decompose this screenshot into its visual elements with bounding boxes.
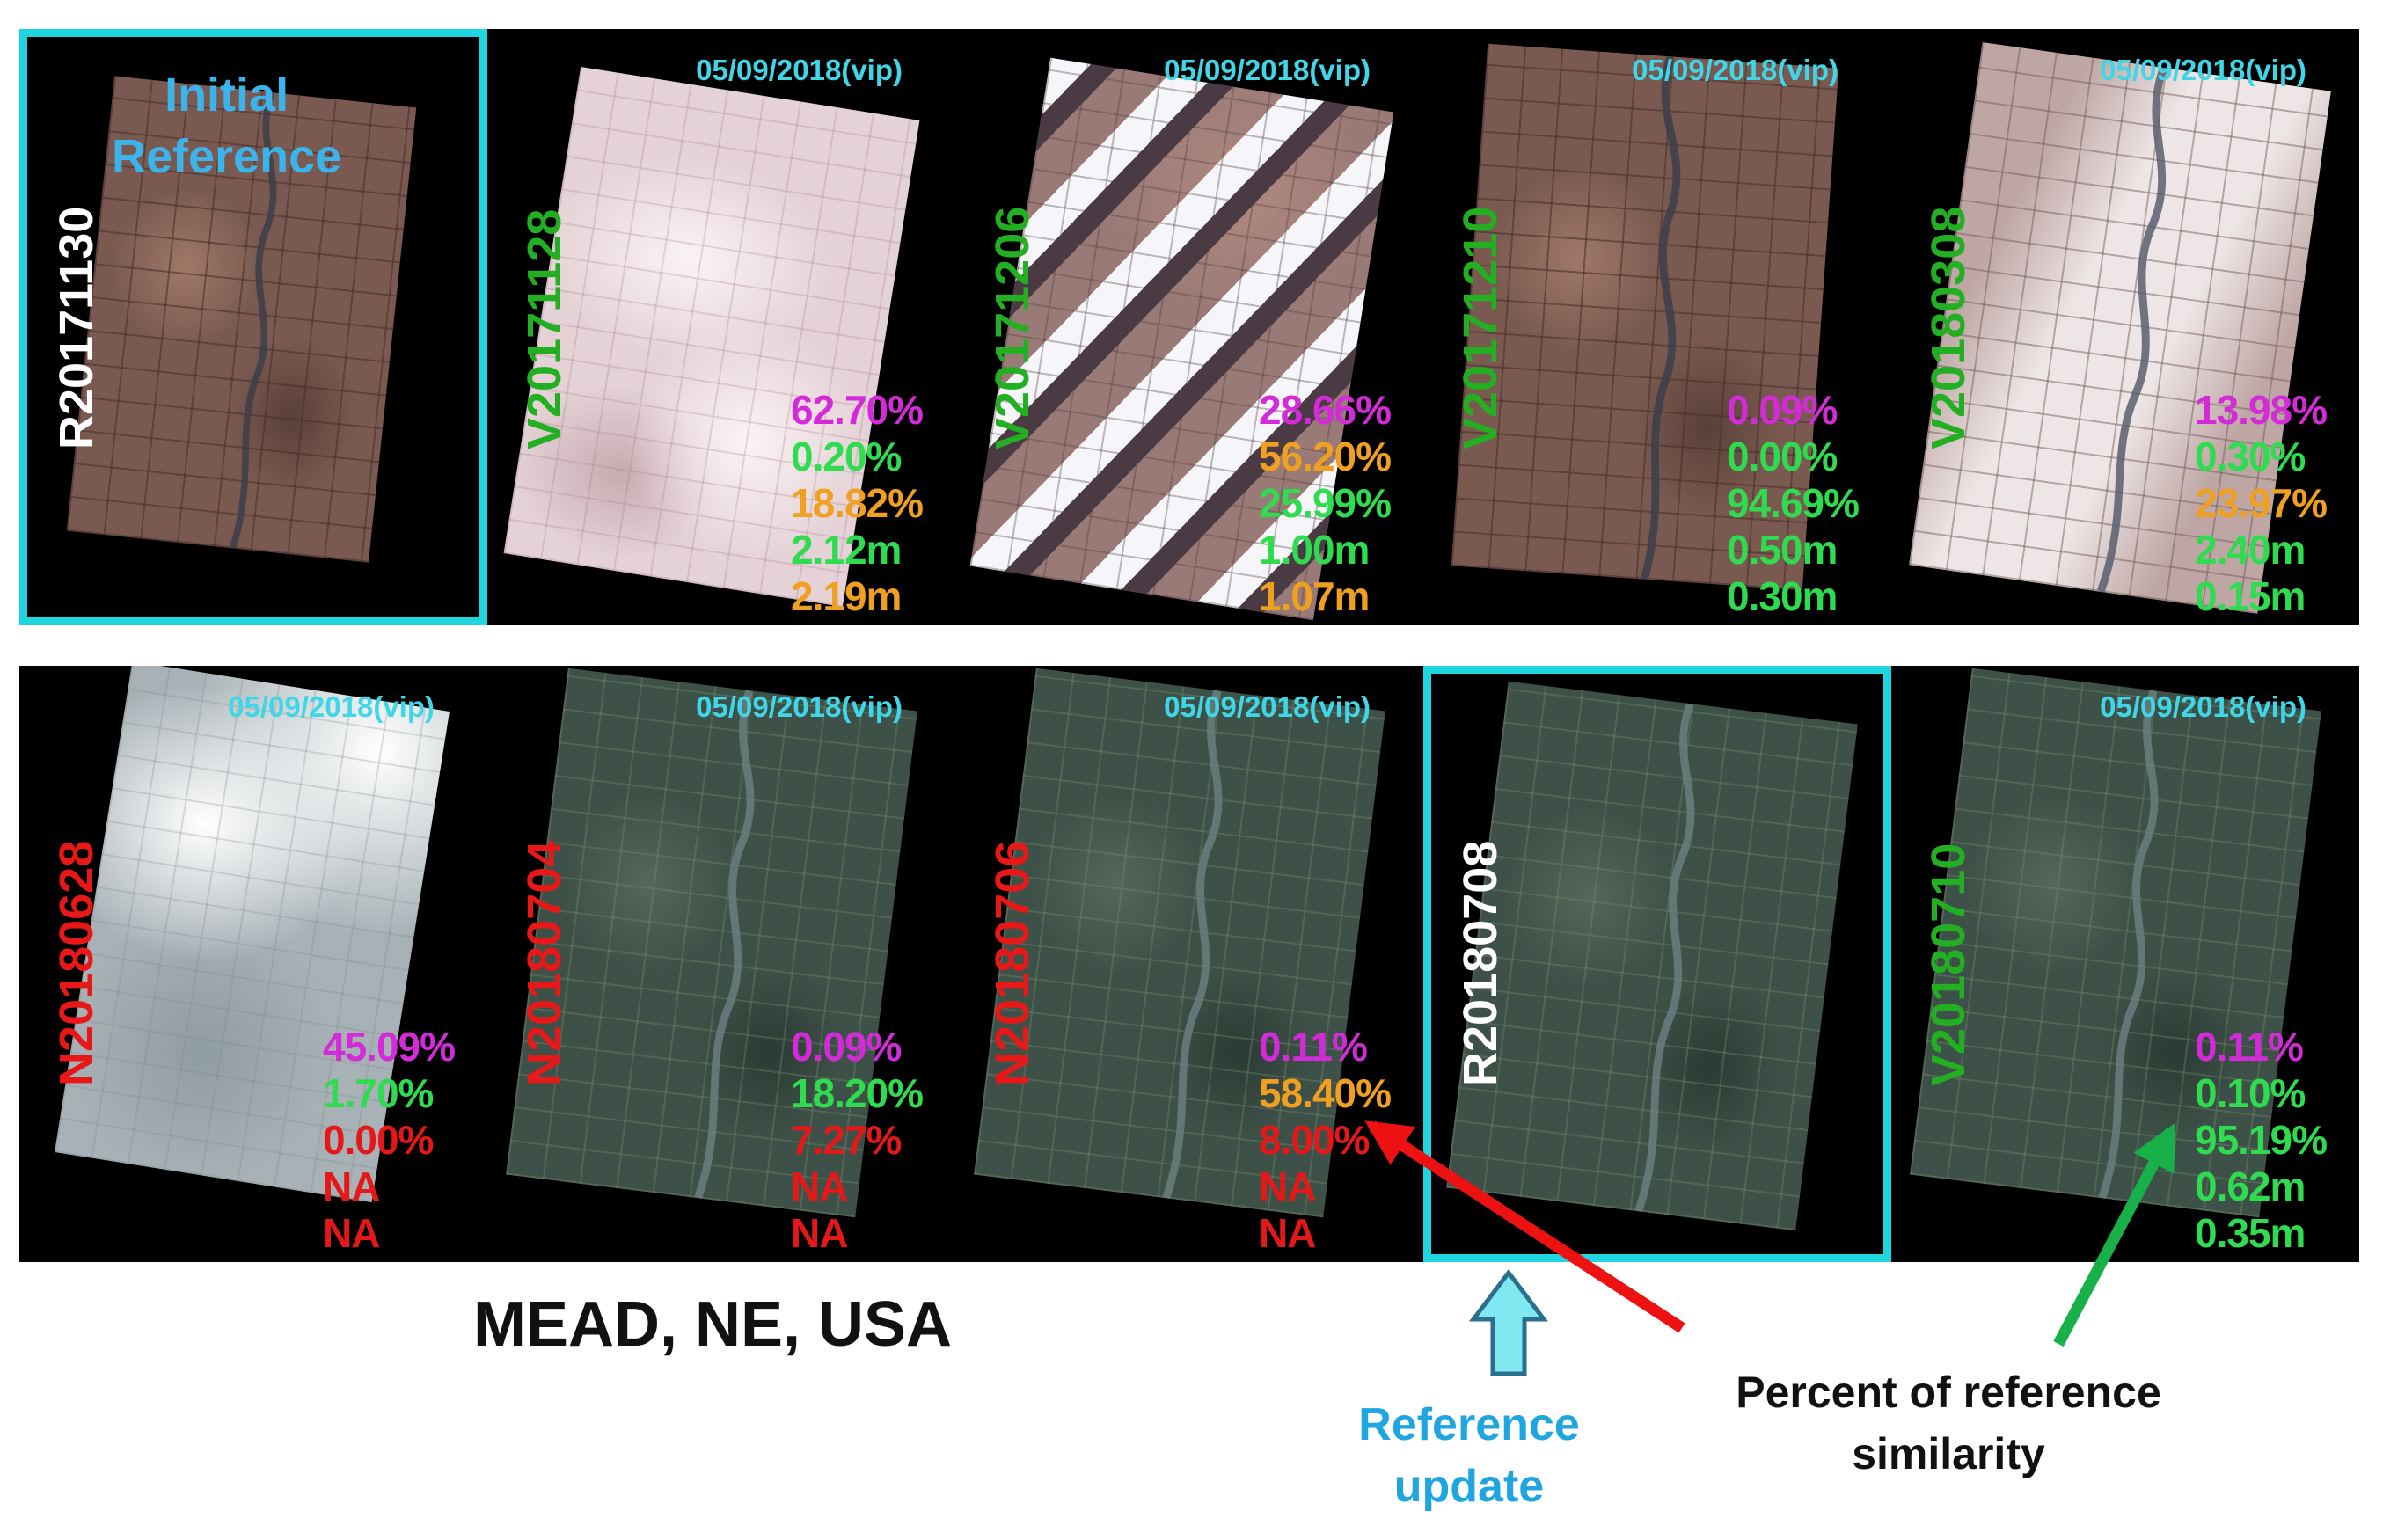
- scene-panel: 05/09/2018(vip) N20180704 0.09% 18.20% 7.27%…: [487, 666, 955, 1262]
- statistic-value: 95.19%: [2195, 1117, 2328, 1163]
- statistic-value: 23.97%: [2195, 480, 2328, 526]
- reference-frame: [19, 29, 487, 625]
- percent-similarity-line-1: Percent of reference: [1736, 1368, 2161, 1417]
- scene-statistics: 0.09% 18.20% 7.27% NA NA: [791, 1024, 924, 1257]
- statistic-value: 0.62m: [2195, 1164, 2306, 1209]
- statistic-value: 7.27%: [791, 1117, 902, 1163]
- statistic-value: 62.70%: [791, 387, 924, 433]
- scene-panel: 05/09/2018(vip) V20180308 13.98% 0.30% 23.97…: [1891, 29, 2359, 625]
- scene-id-label: V20171206: [986, 206, 1039, 449]
- statistic-value: NA: [323, 1164, 380, 1209]
- statistic-value: 0.00%: [1727, 434, 1838, 479]
- scene-statistics: 0.09% 0.00% 94.69% 0.50m 0.30m: [1727, 387, 1860, 620]
- scene-panel: R20171130 Initial Reference: [19, 29, 487, 625]
- statistic-value: NA: [1259, 1210, 1316, 1256]
- statistic-value: 0.50m: [1727, 527, 1838, 573]
- percent-similarity-line-2: similarity: [1852, 1429, 2045, 1478]
- statistic-value: 0.09%: [791, 1024, 902, 1069]
- statistic-value: 0.11%: [1259, 1024, 1368, 1069]
- scene-statistics: 62.70% 0.20% 18.82% 2.12m 2.19m: [791, 387, 924, 620]
- scene-panel: 05/09/2018(vip) V20180710 0.11% 0.10% 95.19%…: [1891, 666, 2359, 1262]
- acquisition-date-tag: 05/09/2018(vip): [228, 690, 435, 723]
- statistic-value: 0.20%: [791, 434, 902, 479]
- statistic-value: 8.00%: [1259, 1117, 1370, 1163]
- statistic-value: 0.11%: [2195, 1024, 2304, 1069]
- initial-reference-line: Reference: [112, 130, 342, 183]
- statistic-value: NA: [323, 1210, 380, 1256]
- acquisition-date-tag: 05/09/2018(vip): [696, 690, 903, 723]
- acquisition-date-tag: 05/09/2018(vip): [696, 54, 903, 86]
- initial-reference-label: Initial Reference: [112, 64, 341, 187]
- statistic-value: 2.40m: [2195, 527, 2306, 573]
- statistic-value: 1.07m: [1259, 573, 1370, 619]
- satellite-scene-image: [1451, 43, 1839, 591]
- reference-update-label: Reference update: [1337, 1394, 1601, 1517]
- statistic-value: 56.20%: [1259, 434, 1392, 479]
- statistic-value: 0.00%: [323, 1117, 434, 1163]
- site-caption: MEAD, NE, USA: [473, 1289, 953, 1360]
- satellite-scene-image: [1446, 681, 1858, 1231]
- statistic-value: 13.98%: [2195, 387, 2328, 433]
- initial-reference-line: Initial: [164, 69, 289, 121]
- satellite-scene-image: [1909, 42, 2331, 614]
- scene-id-label: V20171210: [1454, 206, 1507, 449]
- scene-id-label: N20180628: [50, 840, 103, 1086]
- statistic-value: NA: [1259, 1164, 1316, 1209]
- acquisition-date-tag: 05/09/2018(vip): [1164, 54, 1371, 86]
- statistic-value: NA: [791, 1164, 848, 1209]
- scene-id-label: V20180308: [1922, 206, 1975, 449]
- scene-statistics: 0.11% 58.40% 8.00% NA NA: [1259, 1024, 1392, 1257]
- acquisition-date-tag: 05/09/2018(vip): [2100, 54, 2306, 86]
- acquisition-date-tag: 05/09/2018(vip): [1164, 690, 1371, 723]
- bottom-image-strip: 05/09/2018(vip) N20180628 45.09% 1.70% 0.00%…: [19, 666, 2359, 1262]
- scene-id-label: V20180710: [1922, 843, 1975, 1086]
- statistic-value: 0.09%: [1727, 387, 1838, 433]
- statistic-value: 25.99%: [1259, 480, 1392, 526]
- statistic-value: 0.30m: [1727, 573, 1838, 619]
- scene-statistics: 13.98% 0.30% 23.97% 2.40m 0.15m: [2195, 387, 2328, 620]
- satellite-scene-image: [66, 76, 417, 563]
- scene-panel: R20180708: [1423, 666, 1891, 1262]
- acquisition-date-tag: 05/09/2018(vip): [1632, 54, 1838, 86]
- top-image-strip: R20171130 Initial Reference 05/09/2018(vip)…: [19, 29, 2359, 625]
- reference-update-line-1: Reference: [1358, 1399, 1580, 1450]
- satellite-scene-image: [974, 668, 1385, 1218]
- statistic-value: 28.66%: [1259, 387, 1392, 433]
- statistic-value: 58.40%: [1259, 1070, 1392, 1116]
- statistic-value: 1.70%: [323, 1070, 434, 1116]
- statistic-value: 94.69%: [1727, 480, 1860, 526]
- statistic-value: 2.12m: [791, 527, 902, 573]
- acquisition-date-tag: 05/09/2018(vip): [2100, 690, 2306, 723]
- reference-frame: [1423, 666, 1891, 1262]
- satellite-scene-image: [506, 668, 917, 1218]
- scene-panel: 05/09/2018(vip) V20171206 28.66% 56.20% 25.9…: [955, 29, 1423, 625]
- reference-update-up-arrow: [1468, 1268, 1549, 1376]
- percent-reference-similarity-label: Percent of reference similarity: [1667, 1361, 2230, 1485]
- statistic-value: 45.09%: [323, 1024, 456, 1069]
- scene-id-label: V20171128: [518, 208, 571, 449]
- statistic-value: 0.15m: [2195, 573, 2306, 619]
- statistic-value: 2.19m: [791, 573, 902, 619]
- statistic-value: 18.20%: [791, 1070, 924, 1116]
- scene-panel: 05/09/2018(vip) V20171210 0.09% 0.00% 94.69%…: [1423, 29, 1891, 625]
- scene-panel: 05/09/2018(vip) N20180706 0.11% 58.40% 8.00%…: [955, 666, 1423, 1262]
- reference-update-line-2: update: [1393, 1461, 1545, 1512]
- satellite-scene-image: [1910, 668, 2321, 1218]
- statistic-value: 1.00m: [1259, 527, 1370, 573]
- scene-panel: 05/09/2018(vip) V20171128 62.70% 0.20% 18.82…: [487, 29, 955, 625]
- scene-id-label: N20180706: [986, 840, 1039, 1086]
- statistic-value: NA: [791, 1210, 848, 1256]
- statistic-value: 0.30%: [2195, 434, 2306, 479]
- statistic-value: 0.35m: [2195, 1210, 2306, 1256]
- scene-statistics: 45.09% 1.70% 0.00% NA NA: [323, 1024, 456, 1257]
- scene-id-label: N20180704: [518, 840, 571, 1086]
- statistic-value: 0.10%: [2195, 1070, 2306, 1116]
- statistic-value: 18.82%: [791, 480, 924, 526]
- scene-statistics: 0.11% 0.10% 95.19% 0.62m 0.35m: [2195, 1024, 2328, 1257]
- scene-statistics: 28.66% 56.20% 25.99% 1.00m 1.07m: [1259, 387, 1392, 620]
- scene-panel: 05/09/2018(vip) N20180628 45.09% 1.70% 0.00%…: [19, 666, 487, 1262]
